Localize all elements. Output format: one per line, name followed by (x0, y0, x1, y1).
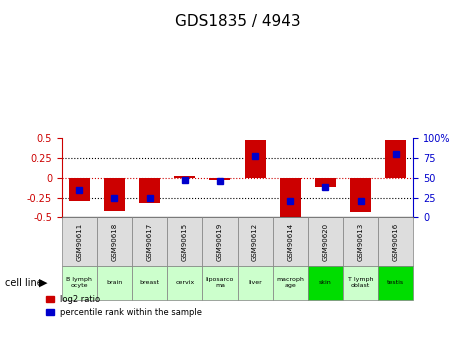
Text: breast: breast (140, 280, 160, 285)
Text: cell line: cell line (5, 278, 42, 288)
Text: GSM90611: GSM90611 (76, 223, 82, 260)
Text: B lymph
ocyte: B lymph ocyte (66, 277, 92, 288)
Text: cervix: cervix (175, 280, 194, 285)
Text: brain: brain (106, 280, 123, 285)
Text: ▶: ▶ (39, 278, 48, 288)
Text: liver: liver (248, 280, 262, 285)
Bar (385, 140, 406, 178)
Text: GSM90619: GSM90619 (217, 223, 223, 260)
Text: GSM90616: GSM90616 (393, 223, 399, 260)
Text: GSM90612: GSM90612 (252, 223, 258, 260)
Legend: log2 ratio, percentile rank within the sample: log2 ratio, percentile rank within the s… (42, 291, 206, 320)
Text: T lymph
oblast: T lymph oblast (348, 277, 373, 288)
Text: GSM90614: GSM90614 (287, 223, 293, 260)
Text: skin: skin (319, 280, 332, 285)
Text: GDS1835 / 4943: GDS1835 / 4943 (175, 14, 300, 29)
Bar (139, 178, 160, 203)
Text: GSM90618: GSM90618 (112, 223, 117, 260)
Text: GSM90617: GSM90617 (147, 223, 152, 260)
Bar (350, 178, 371, 212)
Bar (280, 178, 301, 220)
Bar (315, 178, 336, 187)
Bar (104, 178, 125, 211)
Text: liposarco
ma: liposarco ma (206, 277, 234, 288)
Text: testis: testis (387, 280, 404, 285)
Text: GSM90613: GSM90613 (358, 223, 363, 260)
Bar (174, 176, 195, 178)
Bar (69, 178, 90, 201)
Bar (209, 178, 230, 180)
Text: GSM90620: GSM90620 (323, 223, 328, 260)
Text: GSM90615: GSM90615 (182, 223, 188, 260)
Bar (245, 140, 266, 178)
Text: macroph
age: macroph age (276, 277, 304, 288)
